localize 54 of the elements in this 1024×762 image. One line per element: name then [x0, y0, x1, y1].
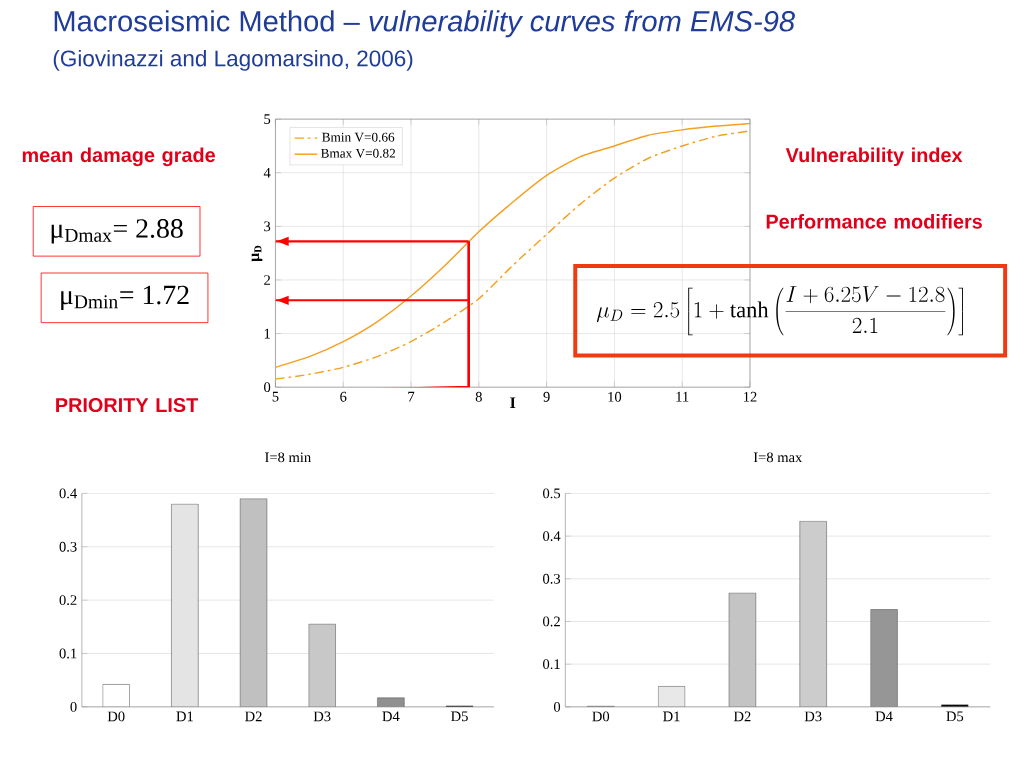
bar [870, 609, 898, 707]
x-tick-label: 6 [340, 391, 347, 402]
x-tick-label: 9 [543, 391, 550, 402]
y-tick-label: 5 [264, 114, 271, 124]
x-tick-label: D1 [176, 711, 193, 721]
x-tick-label: 12 [744, 391, 757, 402]
x-tick-label: 5 [272, 391, 279, 402]
y-tick-label: 1 [264, 328, 270, 339]
y-tick-label: 0.4 [543, 530, 561, 541]
y-tick-label: 0.2 [543, 616, 560, 627]
text: μ$_{Dmin}$= 1.72 [61, 285, 189, 310]
chart-title: I=8 min [265, 452, 311, 463]
x-tick-label: D0 [107, 711, 125, 722]
y-tick-label: 0.2 [59, 594, 77, 605]
x-tick-label: D3 [804, 711, 822, 722]
x-tick-label: D0 [592, 711, 610, 722]
x-tick-label: D1 [663, 711, 680, 721]
y-tick-label: 3 [264, 221, 271, 232]
y-tick-label: 0 [553, 701, 561, 712]
x-tick-label: D2 [733, 711, 751, 721]
y-tick-label: 0 [70, 701, 77, 712]
y-tick-label: 0.3 [543, 573, 561, 584]
text: mean damage grade [22, 147, 215, 166]
text: Performance modifiers [766, 213, 982, 229]
x-tick-label: 7 [408, 391, 415, 402]
y-tick-label: 0.4 [59, 488, 77, 499]
bar [657, 685, 686, 707]
x-tick-label: D5 [451, 711, 468, 721]
y-tick-label: 0 [264, 382, 271, 392]
x-tick-label: 11 [676, 391, 689, 402]
annotation: $\mu_D = 2.5\left[1+\tanh\left(\frac{I+6.25V-12.8}{2.1}\right)\right]$ [596, 285, 963, 336]
x-tick-label: D5 [946, 711, 964, 721]
chart-title: Macroseismic Method – vulnerability curves from EMS-98 [54, 9, 795, 38]
y-tick-label: 4 [263, 167, 271, 178]
x-tick-label: D4 [875, 711, 893, 721]
text: PRIORITY LIST [56, 397, 199, 412]
chart-subtitle: (Giovinazzi and Lagomarsino, 2006) [53, 49, 413, 71]
y-tick-label: 0.5 [543, 488, 561, 499]
x-axis-title: I [510, 397, 516, 408]
y-tick-label: 0.3 [59, 541, 77, 552]
x-tick-label: D2 [245, 711, 262, 721]
chart-title: I=8 max [753, 452, 803, 463]
x-tick-label: 8 [475, 391, 482, 402]
text: Vulnerability index [785, 147, 963, 166]
x-tick-label: D4 [382, 711, 400, 721]
y-tick-label: 0.1 [543, 659, 560, 669]
legend-label: Bmax V=0.82 [320, 148, 396, 158]
x-tick-label: 10 [608, 391, 622, 402]
y-tick-label: 0.1 [59, 648, 77, 659]
text: μ$_{Dmax}$= 2.88 [51, 218, 183, 244]
legend-label: Bmin V=0.66 [322, 132, 395, 142]
x-tick-label: D3 [313, 711, 331, 722]
y-tick-label: 2 [264, 274, 270, 285]
y-axis-title: μ$_{D}$ [251, 245, 263, 262]
